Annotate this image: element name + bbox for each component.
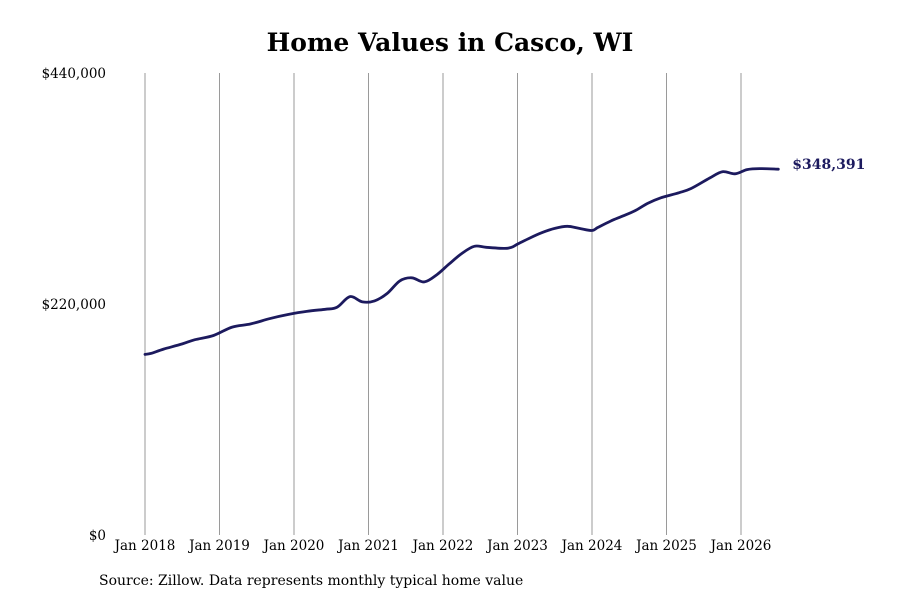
source-note: Source: Zillow. Data represents monthly …	[99, 573, 524, 589]
x-tick-label-2026: Jan 2026	[709, 538, 772, 554]
end-value-label: $348,391	[792, 157, 865, 173]
series-line-layer	[143, 167, 780, 356]
x-tick-label-2018: Jan 2018	[113, 538, 176, 554]
series-line	[143, 167, 780, 356]
x-axis-ticks: Jan 2018 Jan 2019 Jan 2020 Jan 2021 Jan 2022…	[113, 538, 772, 554]
x-tick-label-2025: Jan 2025	[634, 538, 697, 554]
y-axis-ticks: $0 $220,000 $440,000	[42, 66, 106, 544]
x-tick-label-2021: Jan 2021	[336, 538, 399, 554]
x-tick-label-2023: Jan 2023	[485, 538, 548, 554]
x-tick-label-2024: Jan 2024	[560, 538, 623, 554]
x-tick-label-2019: Jan 2019	[187, 538, 250, 554]
chart-title: Home Values in Casco, WI	[266, 28, 634, 57]
y-tick-label-220000: $220,000	[42, 297, 106, 313]
y-tick-label-0: $0	[89, 528, 106, 544]
x-tick-label-2022: Jan 2022	[411, 538, 474, 554]
grid-lines	[144, 73, 742, 535]
y-tick-label-440000: $440,000	[42, 66, 106, 82]
x-tick-label-2020: Jan 2020	[262, 538, 325, 554]
end-label-layer: $348,391	[792, 157, 865, 173]
